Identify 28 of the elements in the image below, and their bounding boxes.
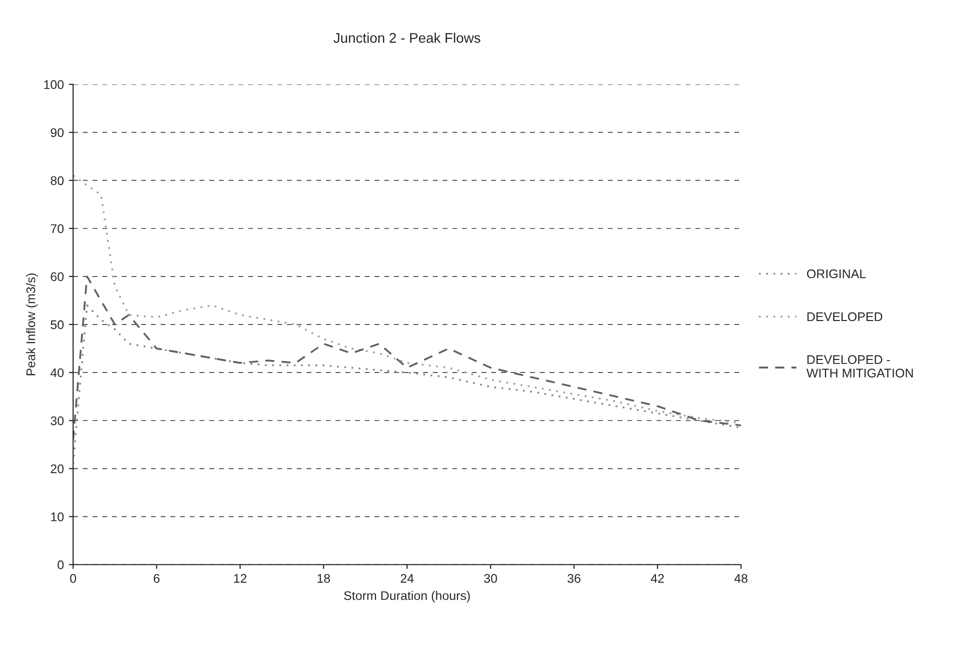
x-tick-label: 18 (318, 574, 330, 583)
x-tick-label: 0 (70, 574, 76, 583)
x-tick-label: 36 (568, 574, 580, 583)
x-tick-label: 48 (734, 574, 748, 583)
x-tick-label: 12 (234, 574, 246, 583)
line-series (73, 276, 741, 441)
x-tick-label: 30 (484, 574, 498, 583)
legend-label: ORIGINAL (807, 269, 866, 278)
y-tick-label: 10 (51, 512, 64, 522)
y-tick-label: 50 (50, 320, 64, 330)
chart-title: Junction 2 - Peak Flows (334, 32, 480, 43)
line-series (73, 304, 741, 465)
legend-label: DEVELOPED (807, 312, 882, 322)
y-tick-label: 90 (50, 128, 64, 138)
x-tick-label: 6 (154, 574, 160, 583)
y-tick-label: 0 (58, 560, 64, 570)
y-tick-label: 40 (50, 368, 64, 378)
y-tick-label: 30 (50, 416, 64, 426)
x-axis-title: Storm Duration (hours) (344, 590, 470, 603)
y-tick-label: 100 (44, 80, 64, 90)
y-tick-label: 20 (50, 464, 64, 474)
y-tick-label: 70 (50, 224, 64, 234)
legend-label: DEVELOPED - WITH MITIGATION (806, 355, 913, 378)
x-tick-label: 42 (650, 574, 664, 583)
y-tick-label: 60 (50, 272, 64, 282)
x-tick-label: 24 (400, 574, 414, 583)
y-tick-label: 80 (50, 176, 64, 186)
y-axis-title: Peak Inflow (m3/s) (26, 274, 38, 376)
